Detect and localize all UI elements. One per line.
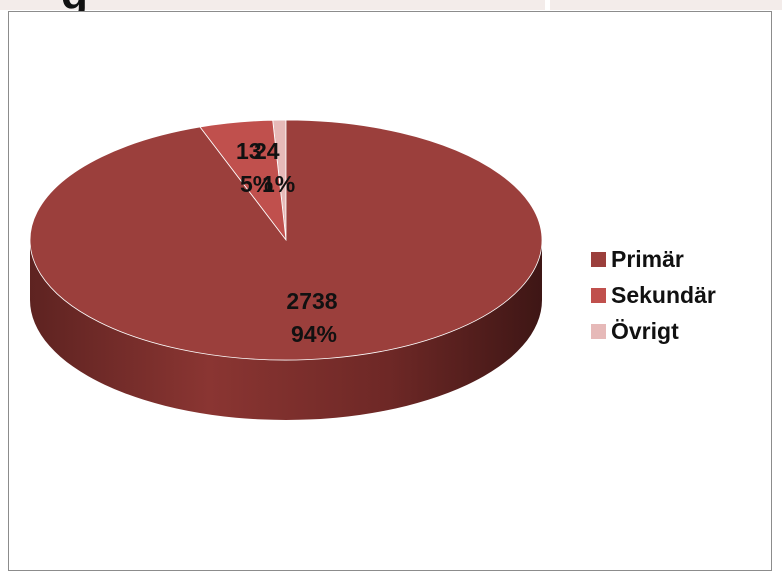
legend-swatch-primar (591, 251, 606, 267)
label-sekundar-percent: 5% (240, 171, 273, 197)
pie-labels-group: 2738 94% 13 24 5% 1% (236, 138, 338, 347)
legend-item-primar: Primär (591, 241, 716, 277)
label-ovrigt-value: 24 (254, 138, 280, 164)
legend-swatch-ovrigt (591, 323, 606, 339)
label-sekundar-value: 13 (236, 138, 262, 164)
pie-side-group (30, 240, 542, 420)
pie-top-group (29, 119, 543, 361)
label-primar-value: 2738 (286, 288, 337, 314)
legend-item-ovrigt: Övrigt (591, 313, 716, 349)
legend-swatch-sekundar (591, 287, 606, 303)
label-primar-percent: 94% (291, 321, 337, 347)
chart-legend: Primär Sekundär Övrigt (591, 241, 716, 349)
pie-slice-primar (29, 119, 543, 361)
legend-label-sekundar: Sekundär (611, 281, 716, 308)
top-strip (0, 0, 782, 10)
pie-side-band (30, 240, 542, 420)
legend-item-sekundar: Sekundär (591, 277, 716, 313)
label-ovrigt-percent: 1% (262, 171, 295, 197)
legend-label-ovrigt: Övrigt (611, 317, 679, 344)
legend-label-primar: Primär (611, 245, 684, 272)
top-strip-divider (545, 0, 550, 10)
